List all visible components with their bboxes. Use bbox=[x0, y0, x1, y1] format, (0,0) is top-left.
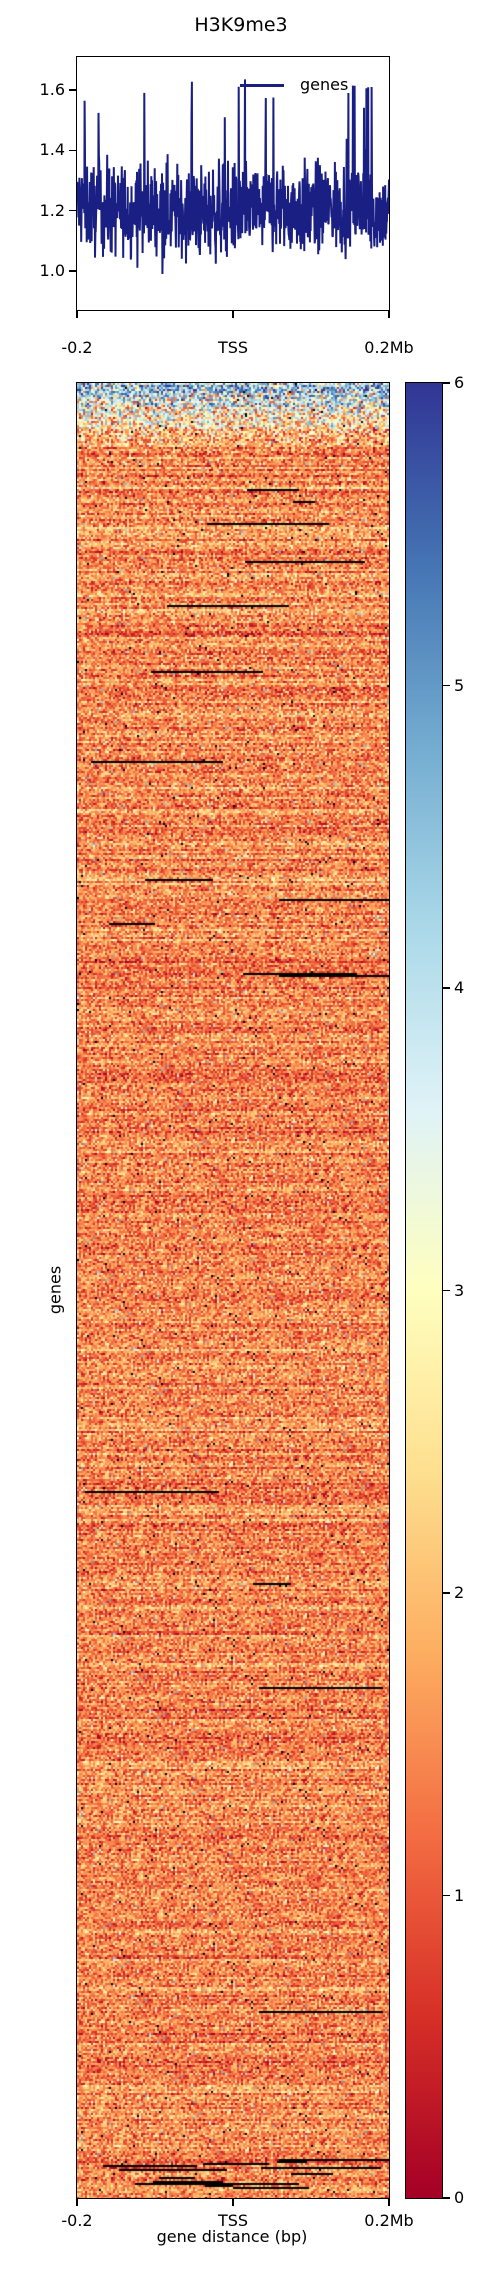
colorbar-tick-label: 4 bbox=[454, 978, 465, 997]
profile-x-tick-mark bbox=[232, 311, 234, 318]
profile-x-tick-mark bbox=[388, 311, 390, 318]
heatmap-x-tick-mark bbox=[76, 2199, 78, 2206]
profile-y-tick-label: 1.6 bbox=[39, 80, 65, 100]
colorbar-tick-label: 0 bbox=[454, 2188, 465, 2207]
colorbar-tick-mark bbox=[443, 1894, 450, 1897]
heatmap-x-tick-label: -0.2 bbox=[61, 2211, 93, 2230]
legend-line-genes bbox=[240, 84, 284, 87]
profile-line-genes bbox=[76, 79, 390, 275]
heatmap-canvas bbox=[77, 383, 389, 2198]
colorbar-tick-label: 3 bbox=[454, 1280, 465, 1300]
colorbar-tick-mark bbox=[443, 987, 450, 989]
profile-y-tick-label: 1.2 bbox=[39, 200, 65, 220]
profile-y-tick-mark bbox=[69, 149, 76, 152]
legend-label-genes: genes bbox=[300, 75, 349, 94]
heatmap-x-tick-mark bbox=[388, 2199, 390, 2206]
colorbar-canvas bbox=[406, 383, 442, 2198]
profile-title: H3K9me3 bbox=[194, 14, 288, 36]
profile-y-tick-mark bbox=[69, 209, 76, 212]
heatmap-x-label: gene distance (bp) bbox=[156, 2227, 308, 2246]
profile-x-tick-label: 0.2Mb bbox=[364, 338, 414, 357]
colorbar-tick-label: 5 bbox=[454, 675, 465, 695]
colorbar-tick-mark bbox=[443, 1289, 450, 1292]
profile-y-tick-mark bbox=[69, 89, 76, 91]
heatmap-x-tick-mark bbox=[232, 2199, 234, 2206]
profile-x-tick-mark bbox=[76, 311, 78, 318]
colorbar-tick-mark bbox=[443, 2197, 450, 2199]
profile-y-tick-label: 1.0 bbox=[39, 260, 65, 280]
colorbar-tick-label: 6 bbox=[454, 373, 465, 392]
profile-y-tick-label: 1.4 bbox=[39, 140, 65, 160]
heatmap-x-tick-label: TSS bbox=[217, 2211, 249, 2230]
profile-plot bbox=[76, 57, 390, 310]
profile-svg bbox=[76, 79, 390, 275]
colorbar-tick-mark bbox=[443, 1592, 450, 1594]
colorbar-tick-mark bbox=[443, 684, 450, 687]
colorbar-tick-mark bbox=[443, 382, 450, 384]
profile-legend: genes bbox=[238, 74, 388, 96]
colorbar-tick-label: 2 bbox=[454, 1583, 465, 1602]
heatmap-x-tick-label: 0.2Mb bbox=[364, 2211, 414, 2230]
colorbar-tick-label: 1 bbox=[454, 1885, 465, 1905]
profile-x-tick-label: TSS bbox=[217, 338, 249, 357]
heatmap-y-label: genes bbox=[45, 1265, 65, 1315]
profile-x-tick-label: -0.2 bbox=[61, 338, 93, 357]
profile-y-tick-mark bbox=[69, 270, 76, 272]
